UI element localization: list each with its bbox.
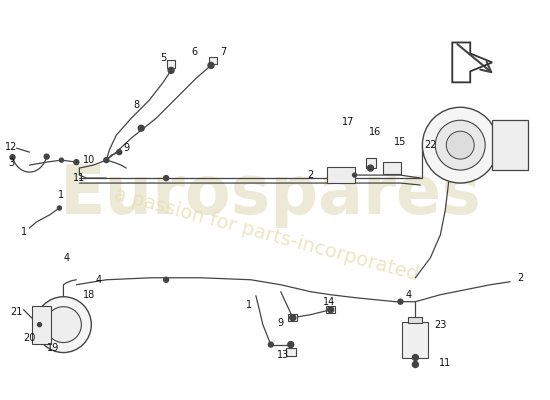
Text: 1: 1 — [246, 300, 252, 310]
Text: 4: 4 — [63, 253, 69, 263]
Text: 11: 11 — [439, 358, 452, 368]
Circle shape — [36, 297, 91, 352]
Circle shape — [10, 155, 15, 160]
Circle shape — [57, 206, 62, 210]
Text: 9: 9 — [123, 143, 129, 153]
FancyBboxPatch shape — [326, 306, 335, 313]
Text: 11: 11 — [73, 173, 85, 183]
FancyBboxPatch shape — [403, 322, 428, 358]
Text: 15: 15 — [394, 137, 406, 147]
Circle shape — [46, 307, 81, 342]
Circle shape — [44, 154, 49, 159]
Text: 14: 14 — [322, 297, 335, 307]
FancyBboxPatch shape — [167, 60, 175, 68]
FancyBboxPatch shape — [492, 120, 528, 170]
Text: Eurospares: Eurospares — [60, 162, 482, 228]
Circle shape — [328, 307, 334, 313]
Circle shape — [117, 150, 122, 155]
FancyBboxPatch shape — [286, 348, 296, 356]
Text: 9: 9 — [278, 318, 284, 328]
Circle shape — [37, 323, 41, 327]
Text: 1: 1 — [20, 227, 26, 237]
Text: 4: 4 — [405, 290, 411, 300]
Circle shape — [412, 354, 419, 360]
Text: 3: 3 — [8, 158, 15, 168]
Text: 2: 2 — [517, 273, 523, 283]
Text: 5: 5 — [160, 54, 166, 64]
Circle shape — [367, 165, 373, 171]
Circle shape — [288, 342, 294, 348]
FancyBboxPatch shape — [327, 167, 355, 183]
Text: 2: 2 — [307, 170, 314, 180]
Circle shape — [59, 158, 63, 162]
Text: 23: 23 — [434, 320, 447, 330]
Text: 21: 21 — [10, 307, 23, 317]
FancyBboxPatch shape — [409, 317, 422, 323]
Circle shape — [208, 62, 214, 68]
Text: 1: 1 — [58, 190, 64, 200]
Text: 13: 13 — [277, 350, 289, 360]
Text: 20: 20 — [23, 332, 36, 342]
Circle shape — [268, 342, 273, 347]
FancyBboxPatch shape — [383, 162, 402, 174]
Circle shape — [436, 120, 485, 170]
Circle shape — [446, 131, 474, 159]
Circle shape — [405, 328, 425, 348]
Circle shape — [138, 125, 144, 131]
Circle shape — [398, 299, 403, 304]
Text: 17: 17 — [343, 117, 355, 127]
Text: 16: 16 — [370, 127, 382, 137]
Text: 4: 4 — [95, 275, 101, 285]
Circle shape — [290, 315, 296, 321]
Text: 18: 18 — [83, 290, 96, 300]
Text: 12: 12 — [6, 142, 18, 152]
Text: 7: 7 — [220, 48, 226, 58]
Circle shape — [353, 173, 356, 177]
Circle shape — [168, 67, 174, 73]
Circle shape — [104, 158, 109, 163]
FancyBboxPatch shape — [366, 158, 376, 168]
Circle shape — [74, 160, 79, 165]
Circle shape — [164, 176, 169, 180]
FancyBboxPatch shape — [288, 314, 297, 321]
FancyBboxPatch shape — [31, 306, 52, 344]
Text: a passion for parts-incorporated: a passion for parts-incorporated — [112, 185, 420, 285]
Text: 10: 10 — [83, 155, 96, 165]
FancyBboxPatch shape — [209, 57, 217, 64]
Circle shape — [422, 107, 498, 183]
Text: 22: 22 — [424, 140, 437, 150]
Text: 19: 19 — [47, 342, 59, 352]
Text: 6: 6 — [191, 48, 197, 58]
Text: 8: 8 — [133, 100, 139, 110]
Circle shape — [164, 277, 169, 282]
Circle shape — [412, 362, 419, 368]
